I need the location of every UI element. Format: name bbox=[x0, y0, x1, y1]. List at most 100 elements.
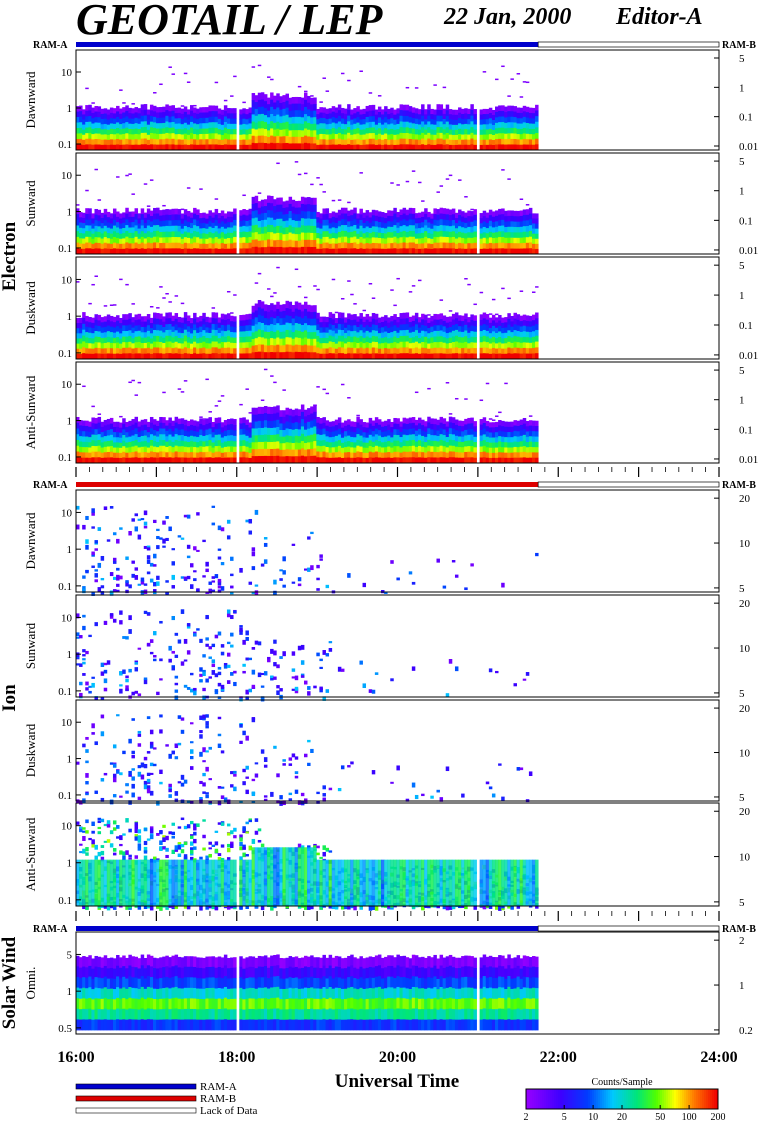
y-tick-label: 1 bbox=[67, 649, 73, 661]
right-tick-label: 5 bbox=[739, 792, 745, 804]
legend-label: Lack of Data bbox=[200, 1105, 258, 1117]
panel-ion-anti-sunward: 10 1 0.1 20 10 5 Anti-Sunward bbox=[23, 802, 751, 911]
x-tick-label: 18:00 bbox=[218, 1049, 255, 1066]
right-tick-label: 0.1 bbox=[739, 424, 753, 436]
x-tick-label: 20:00 bbox=[379, 1049, 416, 1066]
y-tick-label: 10 bbox=[61, 717, 73, 729]
right-tick-label: 0.1 bbox=[739, 320, 753, 332]
lack-of-data-bar bbox=[537, 481, 720, 488]
group-label: Solar Wind bbox=[0, 936, 20, 1029]
panel-label: Omni. bbox=[23, 967, 38, 1000]
legend-label: RAM-B bbox=[200, 1093, 236, 1105]
y-tick-label: 0.1 bbox=[58, 686, 72, 698]
colorbar-title: Counts/Sample bbox=[591, 1077, 653, 1088]
legend-swatch bbox=[75, 1107, 197, 1114]
y-tick-label: 5 bbox=[67, 949, 73, 961]
panel-label: Sunward bbox=[23, 180, 38, 227]
right-tick-label: 2 bbox=[739, 935, 745, 947]
x-tick-label: 24:00 bbox=[700, 1049, 737, 1066]
panel-label: Anti-Sunward bbox=[23, 375, 38, 449]
right-tick-label: 5 bbox=[739, 156, 745, 168]
right-tick-label: 0.2 bbox=[739, 1025, 753, 1037]
mode-label-left: RAM-A bbox=[33, 40, 68, 51]
colorbar-tick-label: 10 bbox=[588, 1112, 598, 1123]
colorbar-tick-label: 20 bbox=[617, 1112, 627, 1123]
legend-swatch bbox=[75, 1095, 197, 1102]
y-tick-label: 10 bbox=[61, 507, 73, 519]
legend-label: RAM-A bbox=[200, 1081, 237, 1093]
colorbar-tick-label: 2 bbox=[524, 1112, 529, 1123]
colorbar-tick-label: 5 bbox=[562, 1112, 567, 1123]
y-tick-label: 1 bbox=[67, 416, 73, 428]
mode-label-left: RAM-A bbox=[33, 480, 68, 491]
y-tick-label: 1 bbox=[67, 754, 73, 766]
group-label: Ion bbox=[0, 684, 20, 712]
right-tick-label: 1 bbox=[739, 82, 745, 94]
panel-label: Duskward bbox=[23, 281, 38, 335]
y-tick-label: 1 bbox=[67, 207, 73, 219]
x-tick-label: 16:00 bbox=[57, 1049, 94, 1066]
y-tick-label: 10 bbox=[61, 821, 73, 833]
right-tick-label: 0.01 bbox=[739, 245, 758, 257]
y-tick-label: 1 bbox=[67, 858, 73, 870]
y-tick-label: 1 bbox=[67, 544, 73, 556]
panel-label: Anti-Sunward bbox=[23, 817, 38, 891]
right-tick-label: 5 bbox=[739, 53, 745, 65]
right-tick-label: 20 bbox=[739, 493, 751, 505]
right-tick-label: 10 bbox=[739, 852, 751, 864]
y-tick-label: 0.1 bbox=[58, 895, 72, 907]
x-tick-label: 22:00 bbox=[540, 1049, 577, 1066]
right-tick-label: 5 bbox=[739, 897, 745, 909]
panel-label: Dawnward bbox=[23, 71, 38, 129]
right-tick-label: 10 bbox=[739, 643, 751, 655]
y-tick-label: 0.1 bbox=[58, 243, 72, 255]
y-tick-label: 10 bbox=[61, 67, 73, 79]
y-tick-label: 1 bbox=[67, 986, 73, 998]
right-tick-label: 20 bbox=[739, 598, 751, 610]
colorbar-tick-label: 50 bbox=[655, 1112, 665, 1123]
right-tick-label: 1 bbox=[739, 290, 745, 302]
panel-label: Duskward bbox=[23, 723, 38, 777]
right-tick-label: 1 bbox=[739, 186, 745, 198]
right-tick-label: 0.01 bbox=[739, 454, 758, 466]
panel-electron-sunward: 10 1 0.1 5 1 0.1 0.01 Sunward bbox=[23, 152, 758, 257]
panel-ion-sunward: 10 1 0.1 20 10 5 Sunward bbox=[23, 594, 751, 702]
right-tick-label: 20 bbox=[739, 703, 751, 715]
panel-label: Dawnward bbox=[23, 512, 38, 570]
panel-electron-anti-sunward: 10 1 0.1 5 1 0.1 0.01 Anti-Sunward bbox=[23, 361, 758, 466]
right-tick-label: 1 bbox=[739, 395, 745, 407]
right-tick-label: 10 bbox=[739, 748, 751, 760]
mode-label-right: RAM-B bbox=[722, 480, 756, 491]
panel-ion-duskward: 10 1 0.1 20 10 5 Duskward bbox=[23, 699, 751, 806]
y-tick-label: 0.1 bbox=[58, 452, 72, 464]
y-tick-label: 0.1 bbox=[58, 581, 72, 593]
y-tick-label: 10 bbox=[61, 170, 73, 182]
colorbar-tick-label: 200 bbox=[711, 1112, 726, 1123]
mode-label-left: RAM-A bbox=[33, 924, 68, 935]
right-tick-label: 0.01 bbox=[739, 350, 758, 362]
panel-label: Sunward bbox=[23, 622, 38, 669]
mode-bar-ram-a bbox=[76, 926, 539, 931]
y-tick-label: 0.1 bbox=[58, 790, 72, 802]
panel-solar-wind-omni-: 5 1 0.5 2 1 0.2 Omni. bbox=[23, 931, 753, 1037]
chart-title: GEOTAIL / LEP bbox=[76, 0, 383, 44]
lack-of-data-bar bbox=[537, 925, 720, 932]
y-tick-label: 1 bbox=[67, 311, 73, 323]
right-tick-label: 5 bbox=[739, 260, 745, 272]
right-tick-label: 20 bbox=[739, 806, 751, 818]
lack-of-data-bar bbox=[537, 41, 720, 48]
y-tick-label: 10 bbox=[61, 274, 73, 286]
right-tick-label: 5 bbox=[739, 365, 745, 377]
y-tick-label: 0.1 bbox=[58, 348, 72, 360]
colorbar-tick-label: 100 bbox=[682, 1112, 697, 1123]
y-tick-label: 0.5 bbox=[58, 1023, 72, 1035]
panel-ion-dawnward: 10 1 0.1 20 10 5 Dawnward bbox=[23, 489, 751, 596]
legend-swatch bbox=[75, 1083, 197, 1090]
colorbar: Counts/Sample 2 5 10 20 50 100 200 bbox=[524, 1077, 726, 1123]
mode-label-right: RAM-B bbox=[722, 924, 756, 935]
x-axis-label: Universal Time bbox=[335, 1071, 459, 1092]
mode-label-right: RAM-B bbox=[722, 40, 756, 51]
y-tick-label: 10 bbox=[61, 612, 73, 624]
right-tick-label: 5 bbox=[739, 583, 745, 595]
